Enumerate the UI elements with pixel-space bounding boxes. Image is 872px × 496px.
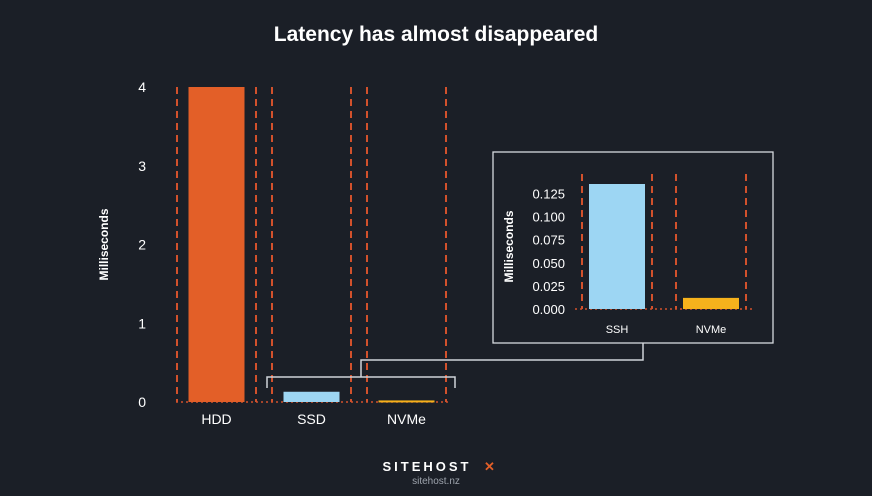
x-tick-label: SSH	[606, 324, 629, 336]
y-tick-label: 0.000	[532, 302, 565, 317]
bar-ssd	[283, 391, 340, 402]
footer-brand: SITEHOST	[382, 459, 471, 474]
x-tick-label: HDD	[201, 411, 231, 427]
y-axis-label: Milliseconds	[97, 208, 111, 280]
footer-url: sitehost.nz	[412, 476, 460, 487]
inset-chart: 0.000 0.025 0.050 0.075 0.100 0.125 Millisecon…	[492, 151, 774, 344]
bar-hdd	[188, 87, 245, 402]
main-chart: 0 1 2 3 4 Milliseconds HDD SSD NVMe	[97, 79, 449, 427]
bar-ssh	[589, 184, 645, 309]
y-tick-label: 1	[138, 315, 146, 331]
zoom-connector	[266, 343, 644, 388]
footer: SITEHOST ✕ sitehost.nz	[382, 459, 494, 487]
y-tick-label: 0.100	[532, 209, 565, 224]
y-tick-label: 4	[138, 79, 146, 95]
y-tick-label: 3	[138, 158, 146, 174]
y-tick-label: 0.075	[532, 233, 565, 248]
brand-x-icon: ✕	[484, 459, 495, 474]
y-tick-label: 0.125	[532, 186, 565, 201]
x-tick-label: NVMe	[696, 324, 727, 336]
y-tick-label: 2	[138, 237, 146, 253]
chart-title: Latency has almost disappeared	[274, 23, 598, 46]
x-tick-label: SSD	[297, 411, 326, 427]
y-axis-label: Milliseconds	[502, 210, 516, 282]
bar-nvme	[378, 400, 435, 403]
y-tick-label: 0.025	[532, 279, 565, 294]
y-tick-label: 0	[138, 394, 146, 410]
y-tick-label: 0.050	[532, 256, 565, 271]
x-tick-label: NVMe	[387, 411, 426, 427]
bar-nvme	[683, 297, 739, 309]
